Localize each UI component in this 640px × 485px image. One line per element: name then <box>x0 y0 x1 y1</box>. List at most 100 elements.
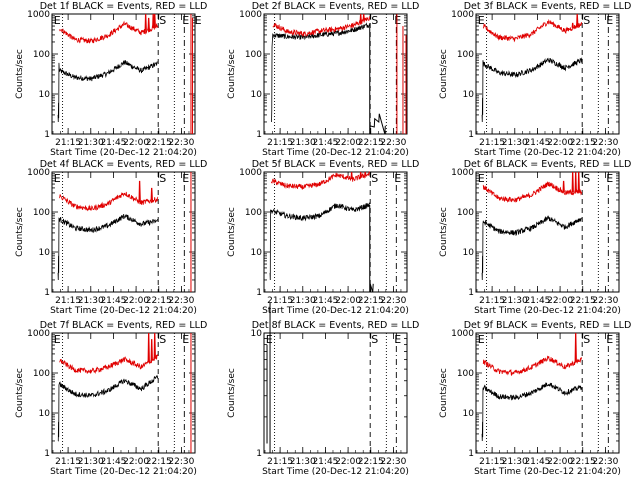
series-spike <box>144 13 147 31</box>
series-line <box>482 18 583 43</box>
time-marker-label: E <box>478 333 485 346</box>
x-tick-label: 22:00 <box>335 138 361 148</box>
y-tick-label: 10 <box>251 248 263 258</box>
time-marker-label: E <box>182 14 189 27</box>
chart-title: Det 2f BLACK = Events, RED = LLD <box>252 1 420 12</box>
y-axis-label: Counts/sec <box>227 207 237 257</box>
x-tick-label: 21:30 <box>502 296 528 306</box>
y-tick-label: 10 <box>463 409 475 419</box>
x-axis-label: Start Time (20-Dec-12 21:04:20) <box>474 148 621 158</box>
x-tick-label: 21:45 <box>524 457 550 467</box>
series-events <box>57 213 159 280</box>
series-line <box>57 213 159 280</box>
y-tick-label: 10 <box>251 90 263 100</box>
x-axis-label: Start Time (20-Dec-12 21:04:20) <box>262 306 409 316</box>
y-axis-label: Counts/sec <box>439 49 449 99</box>
series-line <box>272 16 371 38</box>
x-tick-label: 22:30 <box>380 457 406 467</box>
series-line <box>481 215 582 280</box>
series-lld <box>482 171 583 203</box>
x-tick-label: 22:30 <box>592 296 618 306</box>
plot-frame <box>51 13 196 135</box>
x-tick-label: 22:15 <box>570 138 596 148</box>
series-line <box>482 355 583 377</box>
series-lld <box>482 332 583 377</box>
x-axis-label: Start Time (20-Dec-12 21:04:20) <box>50 467 197 477</box>
series-events <box>481 382 583 441</box>
x-axis-label: Start Time (20-Dec-12 21:04:20) <box>50 148 197 158</box>
series-spike <box>571 22 574 28</box>
series-lld <box>58 13 193 134</box>
series-spike <box>150 187 153 201</box>
y-tick-label: 100 <box>245 50 262 60</box>
chart-panel-4: Det 4f BLACK = Events, RED = LLD 1 10 100 10… <box>15 159 207 316</box>
x-tick-label: 22:30 <box>380 296 406 306</box>
plot-frame <box>475 13 620 135</box>
x-tick-label: 22:30 <box>168 138 194 148</box>
series-line <box>481 57 583 122</box>
chart-title: Det 3f BLACK = Events, RED = LLD <box>464 1 632 12</box>
x-tick-label: 22:00 <box>335 457 361 467</box>
x-tick-label: 22:30 <box>592 457 618 467</box>
y-tick-label: 1 <box>468 449 474 459</box>
chart-panel-8: Det 8f BLACK = Events, RED = LLD 1 10 21:15… <box>227 302 419 477</box>
x-tick-label: 21:30 <box>502 138 528 148</box>
series-dropout <box>369 204 374 293</box>
series-line <box>59 354 159 375</box>
series-lld <box>59 172 192 292</box>
x-tick-label: 21:45 <box>524 138 550 148</box>
plot-frame <box>51 171 196 293</box>
y-tick-label: 10 <box>39 248 51 258</box>
x-axis-label: Start Time (20-Dec-12 21:04:20) <box>474 467 621 477</box>
x-tick-label: 22:15 <box>146 457 172 467</box>
x-tick-label: 22:15 <box>358 296 384 306</box>
x-tick-label: 21:15 <box>267 138 293 148</box>
series-spike <box>562 180 565 193</box>
plot-frame <box>263 13 408 135</box>
y-tick-label: 1000 <box>27 10 50 20</box>
y-axis-label: Counts/sec <box>439 368 449 418</box>
time-marker-label: S <box>583 333 590 346</box>
series-line <box>59 191 159 212</box>
x-tick-label: 21:30 <box>78 296 104 306</box>
x-tick-label: 21:30 <box>290 296 316 306</box>
time-marker-label: S <box>371 333 378 346</box>
x-tick-label: 22:00 <box>547 296 573 306</box>
y-tick-label: 1 <box>256 130 262 140</box>
time-marker-label: E <box>182 333 189 346</box>
y-tick-label: 1000 <box>27 168 50 178</box>
x-tick-label: 21:30 <box>290 138 316 148</box>
time-marker-label: S <box>159 333 166 346</box>
x-tick-label: 21:15 <box>55 457 81 467</box>
x-tick-label: 22:15 <box>146 296 172 306</box>
series-events <box>266 302 271 453</box>
series-spike <box>576 13 579 26</box>
x-tick-label: 22:00 <box>547 138 573 148</box>
series-lld <box>59 332 192 453</box>
x-tick-label: 21:30 <box>78 138 104 148</box>
chart-panel-6: Det 6f BLACK = Events, RED = LLD 1 10 100 10… <box>439 159 631 316</box>
x-axis-label: Start Time (20-Dec-12 21:04:20) <box>262 467 409 477</box>
series-spike <box>364 171 367 176</box>
series-line <box>482 181 583 203</box>
series-lld <box>270 171 371 190</box>
x-tick-label: 21:30 <box>78 457 104 467</box>
y-tick-label: 100 <box>457 369 474 379</box>
y-axis-label: Counts/sec <box>227 49 237 99</box>
series-events <box>481 215 582 280</box>
x-tick-label: 22:15 <box>358 457 384 467</box>
x-tick-label: 22:30 <box>168 457 194 467</box>
x-tick-label: 21:15 <box>479 296 505 306</box>
time-marker-label: E <box>606 333 613 346</box>
y-tick-label: 1000 <box>239 168 262 178</box>
time-marker-label: S <box>583 14 590 27</box>
series-spike <box>574 332 577 363</box>
x-tick-label: 21:45 <box>100 457 126 467</box>
y-tick-label: 1 <box>44 130 50 140</box>
x-tick-label: 21:45 <box>100 296 126 306</box>
y-tick-label: 1000 <box>451 10 474 20</box>
series-line <box>57 374 159 442</box>
chart-title: Det 5f BLACK = Events, RED = LLD <box>252 159 420 170</box>
y-axis-label: Counts/sec <box>439 207 449 257</box>
